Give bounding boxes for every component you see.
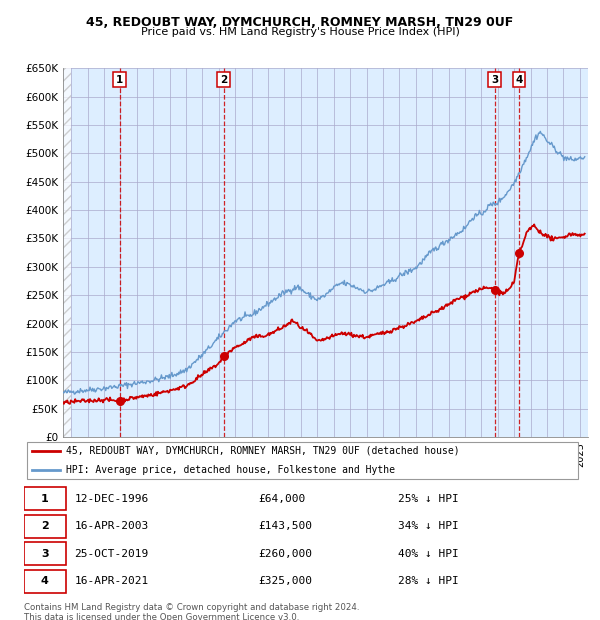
Text: £64,000: £64,000 bbox=[259, 494, 305, 503]
FancyBboxPatch shape bbox=[24, 542, 66, 565]
Text: HPI: Average price, detached house, Folkestone and Hythe: HPI: Average price, detached house, Folk… bbox=[66, 465, 395, 475]
Text: 28% ↓ HPI: 28% ↓ HPI bbox=[398, 577, 458, 587]
Text: Contains HM Land Registry data © Crown copyright and database right 2024.: Contains HM Land Registry data © Crown c… bbox=[24, 603, 359, 612]
FancyBboxPatch shape bbox=[24, 515, 66, 538]
Text: £143,500: £143,500 bbox=[259, 521, 313, 531]
Text: This data is licensed under the Open Government Licence v3.0.: This data is licensed under the Open Gov… bbox=[24, 613, 299, 620]
Text: 1: 1 bbox=[41, 494, 49, 503]
Text: £325,000: £325,000 bbox=[259, 577, 313, 587]
Text: Price paid vs. HM Land Registry's House Price Index (HPI): Price paid vs. HM Land Registry's House … bbox=[140, 27, 460, 37]
FancyBboxPatch shape bbox=[24, 487, 66, 510]
Text: 34% ↓ HPI: 34% ↓ HPI bbox=[398, 521, 458, 531]
Text: 4: 4 bbox=[515, 74, 523, 84]
Text: 45, REDOUBT WAY, DYMCHURCH, ROMNEY MARSH, TN29 0UF: 45, REDOUBT WAY, DYMCHURCH, ROMNEY MARSH… bbox=[86, 16, 514, 29]
Text: 25-OCT-2019: 25-OCT-2019 bbox=[74, 549, 148, 559]
Text: 16-APR-2003: 16-APR-2003 bbox=[74, 521, 148, 531]
Text: 1: 1 bbox=[116, 74, 123, 84]
Text: 2: 2 bbox=[220, 74, 227, 84]
Text: £260,000: £260,000 bbox=[259, 549, 313, 559]
Text: 3: 3 bbox=[41, 549, 49, 559]
Text: 25% ↓ HPI: 25% ↓ HPI bbox=[398, 494, 458, 503]
FancyBboxPatch shape bbox=[27, 442, 578, 479]
Text: 40% ↓ HPI: 40% ↓ HPI bbox=[398, 549, 458, 559]
Text: 45, REDOUBT WAY, DYMCHURCH, ROMNEY MARSH, TN29 0UF (detached house): 45, REDOUBT WAY, DYMCHURCH, ROMNEY MARSH… bbox=[66, 446, 460, 456]
Text: 12-DEC-1996: 12-DEC-1996 bbox=[74, 494, 148, 503]
Text: 4: 4 bbox=[41, 577, 49, 587]
Text: 2: 2 bbox=[41, 521, 49, 531]
Text: 3: 3 bbox=[491, 74, 498, 84]
Text: 16-APR-2021: 16-APR-2021 bbox=[74, 577, 148, 587]
FancyBboxPatch shape bbox=[24, 570, 66, 593]
